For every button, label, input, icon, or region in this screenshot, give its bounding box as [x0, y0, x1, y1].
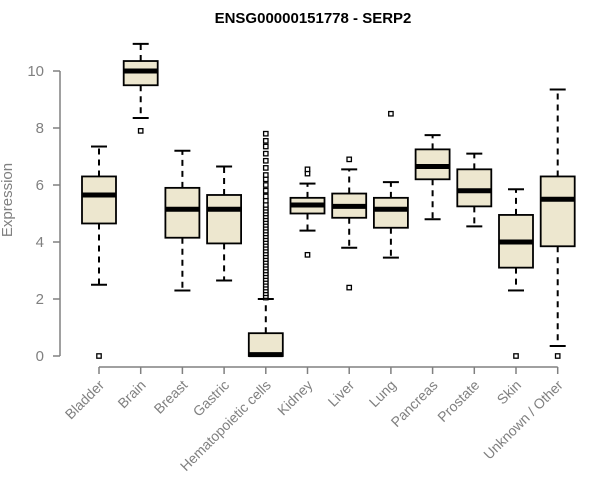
outlier-point [304, 251, 311, 258]
outlier-point [388, 110, 394, 117]
box-liver [331, 156, 368, 291]
box-body [164, 186, 201, 239]
outlier-point [513, 353, 519, 359]
box-kidney [289, 166, 326, 258]
x-tick-label: Lung [366, 377, 399, 410]
outlier-point [304, 166, 311, 173]
chart-title: ENSG00000151778 - SERP2 [215, 10, 412, 27]
box-brain [122, 42, 159, 134]
box-gastric [206, 165, 243, 282]
box-body [206, 194, 243, 245]
outlier-point [137, 127, 144, 134]
box-body [456, 168, 493, 208]
box-hematopoietic-cells [247, 130, 284, 358]
y-tick-label: 0 [36, 348, 44, 365]
x-tick-label: Kidney [274, 377, 316, 419]
boxes-group [81, 42, 576, 359]
x-tick-label: Breast [151, 377, 191, 417]
outlier-point [262, 193, 269, 200]
outlier-point [346, 284, 353, 291]
box-breast [164, 149, 201, 292]
outlier-point [346, 156, 353, 163]
box-body [81, 175, 117, 225]
x-tick-label: Skin [494, 377, 525, 408]
outlier-point [262, 157, 269, 164]
x-tick-label: Unknown / Other [480, 377, 566, 463]
box-unknown-other [539, 88, 576, 359]
box-bladder [81, 145, 117, 359]
y-axis: 0 2 4 6 8 10 [27, 63, 61, 365]
y-axis-label: Expression [0, 163, 16, 237]
outlier-point [262, 172, 269, 178]
y-tick-label: 8 [36, 120, 44, 137]
y-tick-label: 10 [27, 63, 44, 80]
outlier-point [262, 130, 269, 137]
box-skin [498, 188, 534, 359]
box-body [372, 196, 409, 229]
x-tick-label: Prostate [434, 377, 482, 425]
outlier-point [262, 137, 269, 144]
y-tick-label: 6 [36, 177, 44, 194]
outlier-point [262, 165, 269, 171]
y-tick-label: 4 [36, 234, 44, 251]
outlier-point [262, 187, 269, 194]
outlier-point [262, 150, 269, 157]
x-tick-label: Bladder [62, 377, 108, 423]
box-lung [372, 110, 409, 259]
outlier-point [96, 353, 102, 359]
x-tick-label: Brain [114, 377, 148, 411]
box-body [539, 175, 576, 248]
box-pancreas [414, 134, 451, 221]
outlier-point [262, 182, 269, 188]
box-prostate [456, 152, 493, 228]
x-tick-label: Liver [325, 377, 358, 410]
y-tick-label: 2 [36, 291, 44, 308]
outlier-point [262, 143, 269, 150]
outlier-point [554, 353, 561, 359]
